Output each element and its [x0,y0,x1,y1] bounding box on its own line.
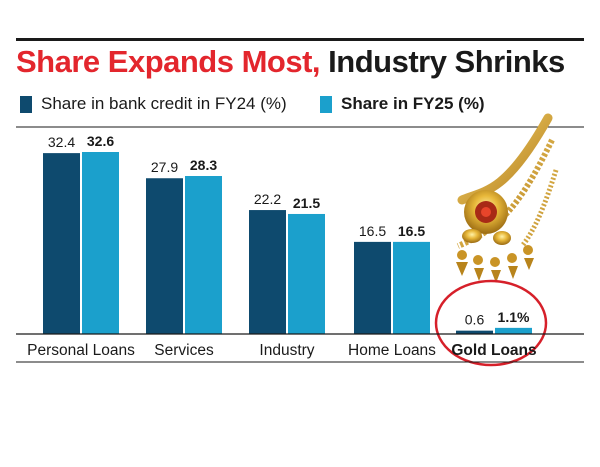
bar-services-fy25 [185,176,222,334]
category-label-industry: Industry [259,342,314,359]
chart-title-rest: Industry Shrinks [328,44,565,79]
title-top-rule [16,38,584,41]
legend-label-fy25: Share in FY25 (%) [341,94,485,113]
category-label-services: Services [154,342,214,359]
bar-industry-fy24 [249,210,286,334]
bar-services-fy24 [146,178,183,334]
category-labels: Personal Loans Services Industry Home Loans… [27,342,536,359]
category-label-home-loans: Home Loans [348,342,436,359]
bar-home-loans-fy24 [354,241,391,334]
bar-home-loans-fy25 [393,241,430,334]
value-label-services-fy25: 28.3 [190,157,217,173]
legend-label-fy24: Share in bank credit in FY24 (%) [41,94,287,113]
value-label-personal-loans-fy24: 32.4 [48,134,75,150]
bar-gold-loans-fy25 [495,327,532,334]
value-label-home-loans-fy24: 16.5 [359,223,386,239]
bar-personal-loans-fy24 [43,153,80,334]
chart-title-highlight: Share Expands Most, [16,44,321,79]
category-label-gold-loans: Gold Loans [451,342,536,359]
value-label-home-loans-fy25: 16.5 [398,223,425,239]
bar-personal-loans-fy25 [82,152,119,334]
value-label-industry-fy25: 21.5 [293,195,320,211]
value-label-services-fy24: 27.9 [151,159,178,175]
chart-title: Share Expands Most, Industry Shrinks [16,44,565,80]
value-label-gold-loans-fy24: 0.6 [465,312,485,328]
value-label-gold-loans-fy25: 1.1% [498,309,530,325]
bar-industry-fy25 [288,213,325,334]
gold-necklace-image [456,113,559,283]
legend-item-fy24: Share in bank credit in FY24 (%) [20,94,287,114]
bar-group [43,152,532,334]
legend-swatch-fy24 [20,95,32,113]
value-label-industry-fy24: 22.2 [254,191,281,207]
gold-loans-highlight-circle [434,279,548,367]
bar-gold-loans-fy24 [456,330,493,334]
legend-swatch-fy25 [320,95,332,113]
value-label-personal-loans-fy25: 32.6 [87,133,114,149]
category-label-personal-loans: Personal Loans [27,342,135,359]
bar-value-labels: 32.4 32.6 27.9 28.3 22.2 21.5 16.5 16.5 0.6 1.1% [48,133,530,328]
legend-item-fy25: Share in FY25 (%) [320,94,485,114]
